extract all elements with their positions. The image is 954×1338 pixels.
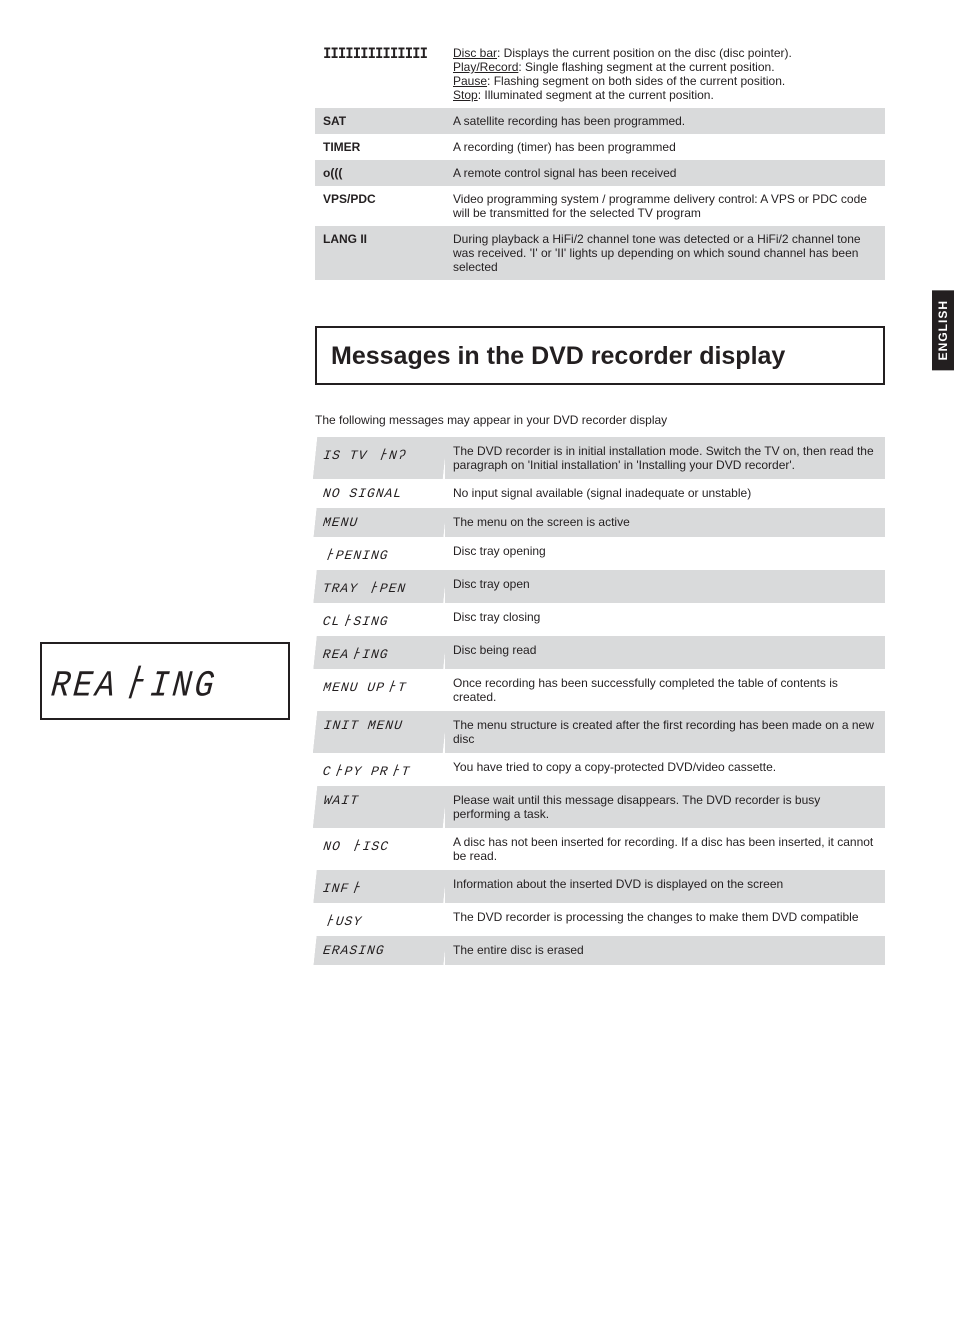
message-row: IS TV ￂNʔThe DVD recorder is in initial …: [315, 437, 885, 479]
message-code: TRAY ￂPEN: [313, 570, 446, 603]
message-desc: A disc has not been inserted for recordi…: [445, 828, 885, 870]
message-row: CLￂSINGDisc tray closing: [315, 603, 885, 636]
message-code: ERASING: [313, 936, 446, 965]
message-desc: Disc tray opening: [445, 537, 885, 570]
info-key: TIMER: [315, 134, 445, 160]
message-code: ￂPENING: [313, 537, 446, 570]
lcd-display-text: REAￂING: [49, 654, 276, 707]
message-code: CLￂSING: [313, 603, 446, 636]
message-row: REAￂINGDisc being read: [315, 636, 885, 669]
info-desc: Disc bar: Displays the current position …: [445, 40, 885, 108]
message-row: ERASINGThe entire disc is erased: [315, 936, 885, 965]
message-row: INFￂInformation about the inserted DVD i…: [315, 870, 885, 903]
message-row: CￂPY PRￂTYou have tried to copy a copy-p…: [315, 753, 885, 786]
message-desc: You have tried to copy a copy-protected …: [445, 753, 885, 786]
lcd-display-box: REAￂING: [40, 642, 290, 720]
info-row: SATA satellite recording has been progra…: [315, 108, 885, 134]
info-key: SAT: [315, 108, 445, 134]
message-desc: The menu structure is created after the …: [445, 711, 885, 753]
language-tab: ENGLISH: [932, 290, 954, 370]
message-desc: Once recording has been successfully com…: [445, 669, 885, 711]
intro-text: The following messages may appear in you…: [315, 413, 885, 427]
info-row: IIIIIIIIIIIIIIDisc bar: Displays the cur…: [315, 40, 885, 108]
message-desc: No input signal available (signal inadeq…: [445, 479, 885, 508]
message-desc: Disc tray closing: [445, 603, 885, 636]
message-desc: The DVD recorder is processing the chang…: [445, 903, 885, 936]
info-table-container: IIIIIIIIIIIIIIDisc bar: Displays the cur…: [315, 40, 885, 280]
message-desc: Disc tray open: [445, 570, 885, 603]
info-key: o(((: [315, 160, 445, 186]
message-row: MENU UPￂTOnce recording has been success…: [315, 669, 885, 711]
message-desc: Disc being read: [445, 636, 885, 669]
message-code: IS TV ￂNʔ: [313, 437, 447, 479]
message-desc: Please wait until this message disappear…: [445, 786, 885, 828]
message-row: ￂPENINGDisc tray opening: [315, 537, 885, 570]
info-key: VPS/PDC: [315, 186, 445, 226]
message-row: TRAY ￂPENDisc tray open: [315, 570, 885, 603]
message-desc: The DVD recorder is in initial installat…: [445, 437, 885, 479]
message-code: MENU: [313, 508, 446, 537]
info-row: VPS/PDCVideo programming system / progra…: [315, 186, 885, 226]
info-row: LANG IIDuring playback a HiFi/2 channel …: [315, 226, 885, 280]
message-desc: The menu on the screen is active: [445, 508, 885, 537]
message-code: MENU UPￂT: [313, 669, 447, 711]
info-row: TIMERA recording (timer) has been progra…: [315, 134, 885, 160]
message-row: INIT MENUThe menu structure is created a…: [315, 711, 885, 753]
message-code: ￂUSY: [313, 903, 446, 936]
message-row: ￂUSYThe DVD recorder is processing the c…: [315, 903, 885, 936]
message-row: WAITPlease wait until this message disap…: [315, 786, 885, 828]
messages-table: IS TV ￂNʔThe DVD recorder is in initial …: [315, 437, 885, 965]
message-code: INFￂ: [313, 870, 446, 903]
section-title: Messages in the DVD recorder display: [331, 342, 869, 371]
message-row: NO SIGNALNo input signal available (sign…: [315, 479, 885, 508]
message-desc: Information about the inserted DVD is di…: [445, 870, 885, 903]
message-code: WAIT: [313, 786, 447, 828]
info-desc: A recording (timer) has been programmed: [445, 134, 885, 160]
message-desc: The entire disc is erased: [445, 936, 885, 965]
message-code: REAￂING: [313, 636, 446, 669]
message-code: NO SIGNAL: [313, 479, 446, 508]
message-row: NO ￂISCA disc has not been inserted for …: [315, 828, 885, 870]
message-code: NO ￂISC: [313, 828, 447, 870]
section-title-box: Messages in the DVD recorder display: [315, 326, 885, 385]
messages-container: The following messages may appear in you…: [315, 413, 885, 965]
info-desc: Video programming system / programme del…: [445, 186, 885, 226]
info-key: LANG II: [315, 226, 445, 280]
info-desc: During playback a HiFi/2 channel tone wa…: [445, 226, 885, 280]
info-row: o(((A remote control signal has been rec…: [315, 160, 885, 186]
info-desc: A remote control signal has been receive…: [445, 160, 885, 186]
info-desc: A satellite recording has been programme…: [445, 108, 885, 134]
info-table: IIIIIIIIIIIIIIDisc bar: Displays the cur…: [315, 40, 885, 280]
message-code: INIT MENU: [313, 711, 447, 753]
info-key: IIIIIIIIIIIIII: [315, 40, 445, 108]
message-code: CￂPY PRￂT: [313, 753, 446, 786]
message-row: MENUThe menu on the screen is active: [315, 508, 885, 537]
